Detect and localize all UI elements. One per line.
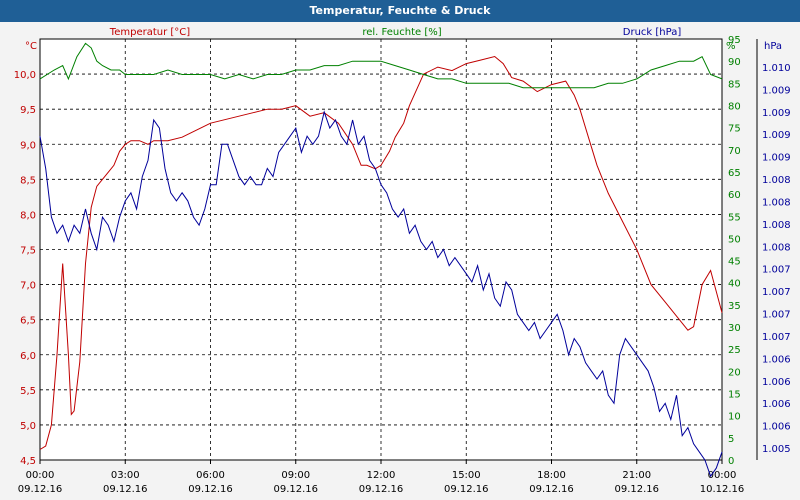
humidity-tick-label: 30: [728, 323, 741, 334]
humidity-tick-label: 70: [728, 146, 741, 157]
left-tick-label: 10,0: [14, 70, 36, 81]
humidity-tick-label: 0: [728, 456, 734, 467]
humidity-tick-label: 10: [728, 412, 741, 423]
pressure-tick-label: 1.009: [762, 130, 791, 141]
pressure-tick-label: 1.008: [762, 175, 791, 186]
humidity-tick-label: 40: [728, 279, 741, 290]
x-tick-time: 00:00: [708, 470, 737, 481]
x-tick-time: 09:00: [281, 470, 310, 481]
humidity-tick-label: 35: [728, 301, 741, 312]
pressure-axis-unit: hPa: [764, 41, 782, 52]
pressure-tick-label: 1.009: [762, 85, 791, 96]
temperature-line: [39, 55, 723, 450]
x-tick-time: 15:00: [452, 470, 481, 481]
legend-temperature: Temperatur [°C]: [109, 27, 190, 38]
pressure-tick-label: 1.008: [762, 197, 791, 208]
humidity-tick-label: 75: [728, 124, 741, 135]
humidity-tick-label: 45: [728, 257, 741, 268]
left-tick-label: 7,0: [20, 281, 36, 292]
pressure-tick-label: 1.007: [762, 287, 791, 298]
x-tick-date: 10.12.16: [700, 484, 745, 495]
pressure-tick-label: 1.007: [762, 332, 791, 343]
x-tick-time: 00:00: [26, 470, 55, 481]
left-tick-label: 6,0: [20, 351, 36, 362]
pressure-tick-label: 1.009: [762, 108, 791, 119]
x-tick-time: 12:00: [367, 470, 396, 481]
x-tick-date: 09.12.16: [273, 484, 318, 495]
left-tick-label: 7,5: [20, 246, 36, 257]
left-tick-label: 8,0: [20, 210, 36, 221]
pressure-tick-label: 1.006: [762, 399, 791, 410]
humidity-line: [39, 42, 723, 89]
humidity-tick-label: 50: [728, 234, 741, 245]
humidity-tick-label: 25: [728, 345, 741, 356]
pressure-tick-label: 1.007: [762, 265, 791, 276]
pressure-tick-label: 1.010: [762, 63, 791, 74]
pressure-tick-label: 1.008: [762, 220, 791, 231]
chart-title: Temperatur, Feuchte & Druck: [0, 0, 800, 22]
x-tick-date: 09.12.16: [359, 484, 404, 495]
left-tick-label: 5,5: [20, 386, 36, 397]
left-tick-label: 9,5: [20, 105, 36, 116]
humidity-tick-label: 55: [728, 212, 741, 223]
humidity-tick-label: 15: [728, 390, 741, 401]
x-tick-date: 09.12.16: [103, 484, 148, 495]
x-tick-time: 18:00: [537, 470, 566, 481]
pressure-tick-label: 1.009: [762, 153, 791, 164]
left-tick-label: 8,5: [20, 175, 36, 186]
humidity-tick-label: 65: [728, 168, 741, 179]
x-tick-date: 09.12.16: [529, 484, 574, 495]
humidity-tick-label: 95: [728, 35, 741, 46]
left-axis-unit: °C: [25, 41, 37, 52]
pressure-tick-label: 1.008: [762, 242, 791, 253]
chart-area: 00:00 09.12.16 03:00 09.12.16 06:00 09.12.16 0…: [0, 22, 800, 500]
humidity-tick-label: 60: [728, 190, 741, 201]
humidity-tick-label: 85: [728, 79, 741, 90]
x-tick-date: 09.12.16: [444, 484, 489, 495]
humidity-tick-label: 90: [728, 57, 741, 68]
pressure-tick-label: 1.007: [762, 310, 791, 321]
humidity-tick-label: 80: [728, 101, 741, 112]
humidity-tick-label: 5: [728, 434, 734, 445]
left-tick-label: 4,5: [20, 456, 36, 467]
pressure-tick-label: 1.006: [762, 422, 791, 433]
chart-svg: 00:00 09.12.16 03:00 09.12.16 06:00 09.12.16 0…: [14, 27, 791, 495]
legend-pressure: Druck [hPa]: [623, 27, 682, 38]
pressure-tick-label: 1.005: [762, 444, 791, 455]
pressure-line: [39, 110, 723, 478]
x-tick-date: 09.12.16: [18, 484, 63, 495]
pressure-tick-label: 1.006: [762, 354, 791, 365]
left-tick-label: 5,0: [20, 421, 36, 432]
legend-humidity: rel. Feuchte [%]: [362, 27, 441, 38]
x-tick-time: 03:00: [111, 470, 140, 481]
x-tick-time: 21:00: [622, 470, 651, 481]
humidity-axis-unit: %: [726, 41, 736, 52]
x-tick-date: 09.12.16: [614, 484, 659, 495]
humidity-tick-label: 20: [728, 367, 741, 378]
x-tick-date: 09.12.16: [188, 484, 233, 495]
left-tick-label: 6,5: [20, 316, 36, 327]
left-tick-label: 9,0: [20, 140, 36, 151]
pressure-tick-label: 1.006: [762, 377, 791, 388]
x-tick-time: 06:00: [196, 470, 225, 481]
